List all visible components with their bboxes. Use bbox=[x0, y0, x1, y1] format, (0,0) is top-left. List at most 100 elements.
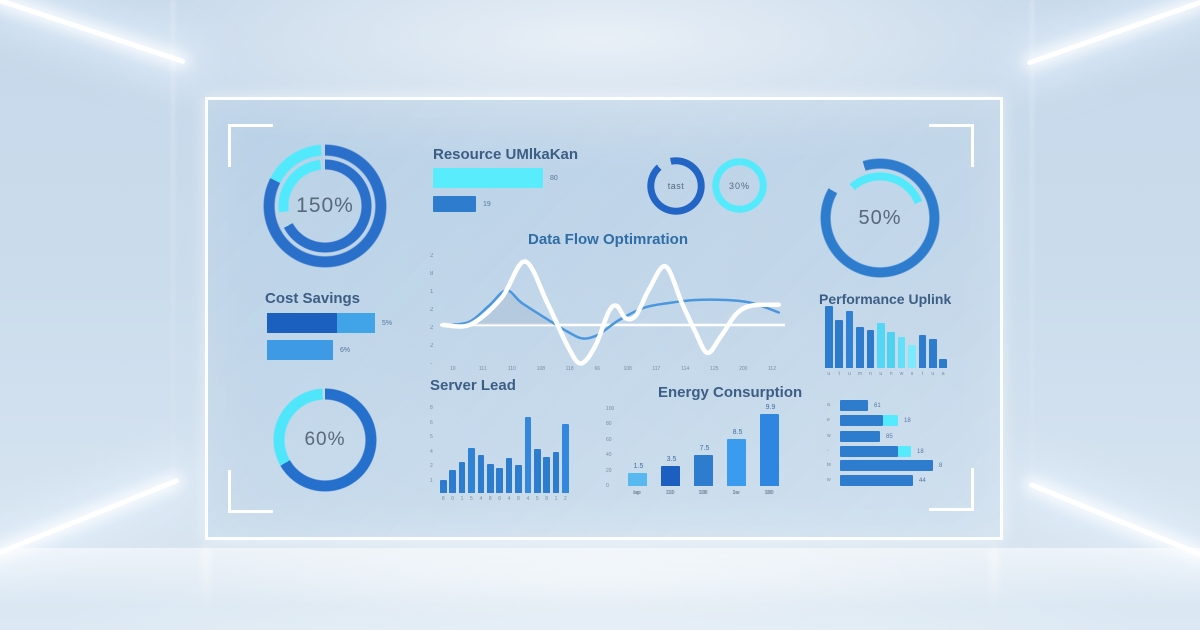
x-tick-label: s bbox=[910, 371, 914, 377]
bar bbox=[840, 431, 880, 442]
bar bbox=[496, 468, 503, 493]
x-tick-label: 4 bbox=[526, 496, 530, 502]
gauge-ring bbox=[834, 172, 926, 264]
bar bbox=[552, 452, 560, 493]
x-tick-label: t bbox=[921, 371, 924, 377]
gauge-ring bbox=[278, 159, 372, 253]
bar-segment bbox=[337, 313, 375, 333]
gauge-ring bbox=[273, 388, 377, 492]
x-tick-label: 4 bbox=[479, 496, 483, 502]
y-tick-label: 0 bbox=[606, 483, 609, 489]
bar-value-label: 18 bbox=[917, 448, 924, 455]
x-tick-label: 117 bbox=[652, 366, 661, 372]
bar bbox=[877, 323, 885, 368]
x-tick-label: 125 bbox=[710, 366, 719, 372]
bar-row: 18 bbox=[840, 415, 911, 426]
bar bbox=[866, 330, 875, 368]
x-tick-label: 1w bbox=[733, 490, 740, 496]
bar bbox=[477, 455, 485, 493]
bar bbox=[897, 337, 906, 368]
y-tick-label: 40 bbox=[606, 452, 612, 459]
x-tick-label: 108 bbox=[698, 490, 707, 496]
bar-tip bbox=[883, 415, 898, 426]
x-tick-label: tap bbox=[634, 490, 641, 496]
y-tick-label: 80 bbox=[606, 421, 612, 428]
corner-bracket-top-left bbox=[228, 124, 273, 167]
y-axis-label: w bbox=[827, 433, 831, 439]
gauge-ring bbox=[712, 158, 767, 213]
x-tick-label: m bbox=[857, 371, 863, 377]
bar bbox=[628, 473, 647, 486]
bar-value-label: 61 bbox=[874, 402, 881, 409]
bar bbox=[840, 460, 933, 471]
x-tick-label: 5 bbox=[470, 496, 473, 502]
y-tick-label: 20 bbox=[606, 467, 612, 474]
series-line-secondary-blue bbox=[441, 289, 781, 340]
y-tick-label: 100 bbox=[606, 406, 615, 412]
x-tick-label: 110 bbox=[665, 490, 674, 496]
bar-row: 19 bbox=[433, 196, 491, 212]
x-tick-label: 1w bbox=[732, 490, 739, 496]
bar bbox=[468, 448, 475, 493]
bar-segment bbox=[267, 313, 337, 333]
y-tick-label: 4 bbox=[430, 448, 433, 455]
bar bbox=[825, 306, 833, 368]
data-flow-title: Data Flow Optimration bbox=[528, 231, 689, 248]
x-tick-label: 1 bbox=[460, 496, 464, 502]
corner-bracket-bottom-left bbox=[228, 470, 273, 513]
x-tick-label: 180 bbox=[764, 490, 773, 496]
x-tick-label: u bbox=[931, 371, 935, 377]
bar-value-label: 9.9 bbox=[765, 404, 776, 411]
bar bbox=[458, 462, 466, 493]
bar-row: 5% bbox=[267, 313, 392, 333]
bar-row: 6% bbox=[267, 340, 350, 360]
bar-segment bbox=[433, 196, 476, 212]
left-wall-corner bbox=[172, 0, 174, 552]
x-tick-label: 110 bbox=[507, 366, 516, 372]
x-tick-label: 114 bbox=[681, 366, 690, 372]
y-tick-label: 8 bbox=[430, 271, 434, 277]
x-tick-label: 108 bbox=[536, 366, 546, 372]
main-gauge-donut: 150% bbox=[263, 144, 387, 268]
y-tick-label: 6 bbox=[430, 419, 433, 426]
panel-reflection-left bbox=[203, 548, 209, 618]
x-tick-label: u bbox=[848, 371, 851, 377]
y-tick-label: 2 bbox=[430, 343, 434, 349]
bar-value-label: 85 bbox=[886, 433, 893, 440]
bar-tip bbox=[898, 446, 911, 457]
bar bbox=[543, 457, 550, 493]
x-tick-label: 112 bbox=[768, 366, 776, 372]
bar-row: 85 bbox=[840, 431, 893, 442]
x-tick-label: 10 bbox=[450, 366, 456, 372]
corner-bracket-bottom-right bbox=[929, 468, 974, 511]
x-tick-label: tap bbox=[633, 490, 640, 496]
x-tick-label: 8 bbox=[517, 496, 520, 502]
uptime-donut: 50% bbox=[820, 158, 940, 278]
bar bbox=[840, 446, 898, 457]
bar bbox=[929, 339, 937, 368]
speed-gauge: tast bbox=[647, 157, 705, 215]
bar bbox=[918, 335, 927, 368]
bar-value-label: 18 bbox=[904, 417, 911, 424]
x-tick-label: 5 bbox=[535, 496, 539, 502]
bar bbox=[840, 415, 883, 426]
y-tick-label: 1 bbox=[430, 477, 433, 484]
x-tick-label: 1 bbox=[554, 496, 558, 502]
bar-value-label: 5% bbox=[382, 319, 393, 327]
bar bbox=[515, 465, 522, 493]
y-axis-label: w bbox=[827, 477, 831, 483]
bar bbox=[487, 464, 494, 493]
x-tick-label: 0 bbox=[451, 496, 455, 502]
x-tick-label: 200 bbox=[739, 366, 748, 372]
y-tick-label: 60 bbox=[606, 436, 612, 443]
x-tick-label: 180 bbox=[765, 490, 774, 496]
x-tick-label: 6 bbox=[498, 496, 502, 502]
bar-value-label: 6% bbox=[340, 346, 351, 354]
cost-savings-chart: 5% 6% bbox=[267, 313, 437, 369]
bar bbox=[440, 480, 447, 493]
energy-consumption-chart: 1.5 tap 3.5 110 7.5 108 8.5 1w 9.9 180 bbox=[628, 404, 788, 496]
bar-value-label: 19 bbox=[483, 200, 491, 208]
